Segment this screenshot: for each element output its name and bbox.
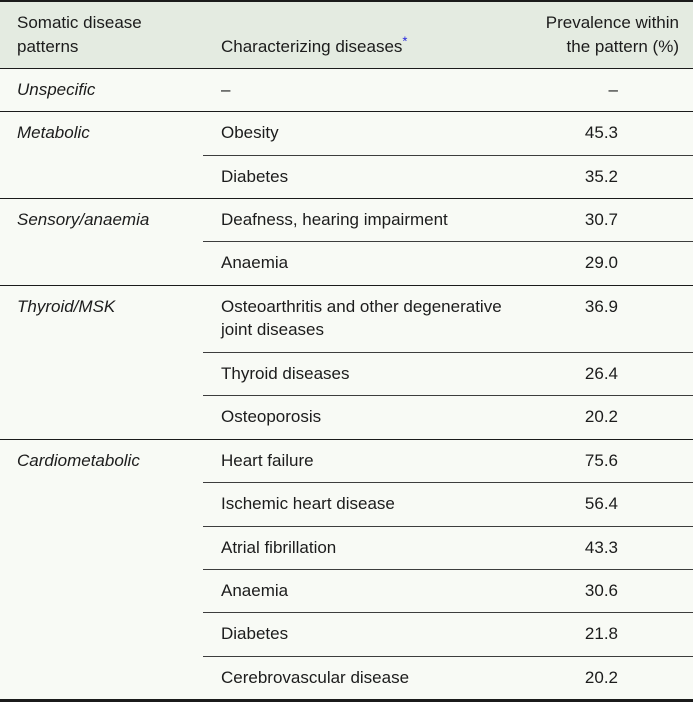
table-row: Anaemia 29.0 — [0, 241, 693, 286]
disease-cell: Anaemia — [203, 569, 505, 613]
disease-cell: Osteoarthritis and other degenerative jo… — [203, 284, 505, 353]
prevalence-cell: 30.7 — [505, 197, 693, 242]
disease-cell: Ischemic heart disease — [203, 482, 505, 527]
disease-cell: Obesity — [203, 111, 505, 155]
header-prevalence-column: Prevalence within the pattern (%) — [505, 1, 693, 69]
prevalence-cell: 30.6 — [505, 569, 693, 613]
pattern-cell: Sensory/anaemia — [0, 197, 203, 286]
table-row: Diabetes 35.2 — [0, 154, 693, 199]
header-diseases-column: Characterizing diseases* — [203, 1, 505, 69]
table-row: Unspecific – – — [0, 67, 693, 112]
disease-cell: Deafness, hearing impairment — [203, 197, 505, 242]
table-row: Anaemia 30.6 — [0, 569, 693, 613]
prevalence-cell: 35.2 — [505, 154, 693, 199]
disease-cell: Thyroid diseases — [203, 351, 505, 396]
table-row: Thyroid/MSK Osteoarthritis and other dege… — [0, 284, 693, 440]
disease-cell: Anaemia — [203, 241, 505, 286]
prevalence-cell: 21.8 — [505, 612, 693, 657]
footnote-asterisk: * — [402, 33, 408, 49]
prevalence-cell: 45.3 — [505, 111, 693, 155]
header-row: Somatic disease patterns Characterizing … — [0, 1, 693, 69]
prevalence-cell: 26.4 — [505, 351, 693, 396]
prevalence-cell: 56.4 — [505, 482, 693, 527]
table-row: Ischemic heart disease 56.4 — [0, 482, 693, 527]
table-row: Metabolic Obesity 45.3 — [0, 111, 693, 199]
disease-cell: Osteoporosis — [203, 395, 505, 440]
table-row: Osteoporosis 20.2 — [0, 395, 693, 440]
pattern-cell: Thyroid/MSK — [0, 284, 203, 440]
prevalence-cell: 43.3 — [505, 525, 693, 570]
table-header: Somatic disease patterns Characterizing … — [0, 1, 693, 69]
disease-cell: Heart failure — [203, 438, 505, 483]
disease-cell: Diabetes — [203, 154, 505, 199]
pattern-cell: Cardiometabolic — [0, 438, 203, 701]
header-diseases-label: Characterizing diseases — [221, 36, 403, 56]
disease-cell: Atrial fibrillation — [203, 525, 505, 570]
disease-cell: Diabetes — [203, 612, 505, 657]
pattern-cell: Metabolic — [0, 111, 203, 199]
table-row: Diabetes 21.8 — [0, 612, 693, 657]
prevalence-cell: 20.2 — [505, 395, 693, 440]
prevalence-cell: 29.0 — [505, 241, 693, 286]
table-body: Unspecific – – Metabolic Obesity 45.3 Diabetes… — [0, 67, 693, 701]
disease-cell: – — [203, 67, 505, 112]
disease-cell: Cerebrovascular disease — [203, 655, 505, 701]
table-row: Thyroid diseases 26.4 — [0, 351, 693, 396]
pattern-cell: Unspecific — [0, 67, 203, 112]
table-row: Sensory/anaemia Deafness, hearing impairm… — [0, 197, 693, 286]
prevalence-cell: 36.9 — [505, 284, 693, 353]
prevalence-cell: 20.2 — [505, 655, 693, 701]
table-row: Atrial fibrillation 43.3 — [0, 525, 693, 570]
table-row: Cardiometabolic Heart failure 75.6 — [0, 438, 693, 701]
prevalence-cell: 75.6 — [505, 438, 693, 483]
prevalence-cell: – — [505, 67, 693, 112]
header-pattern-column: Somatic disease patterns — [0, 1, 203, 69]
